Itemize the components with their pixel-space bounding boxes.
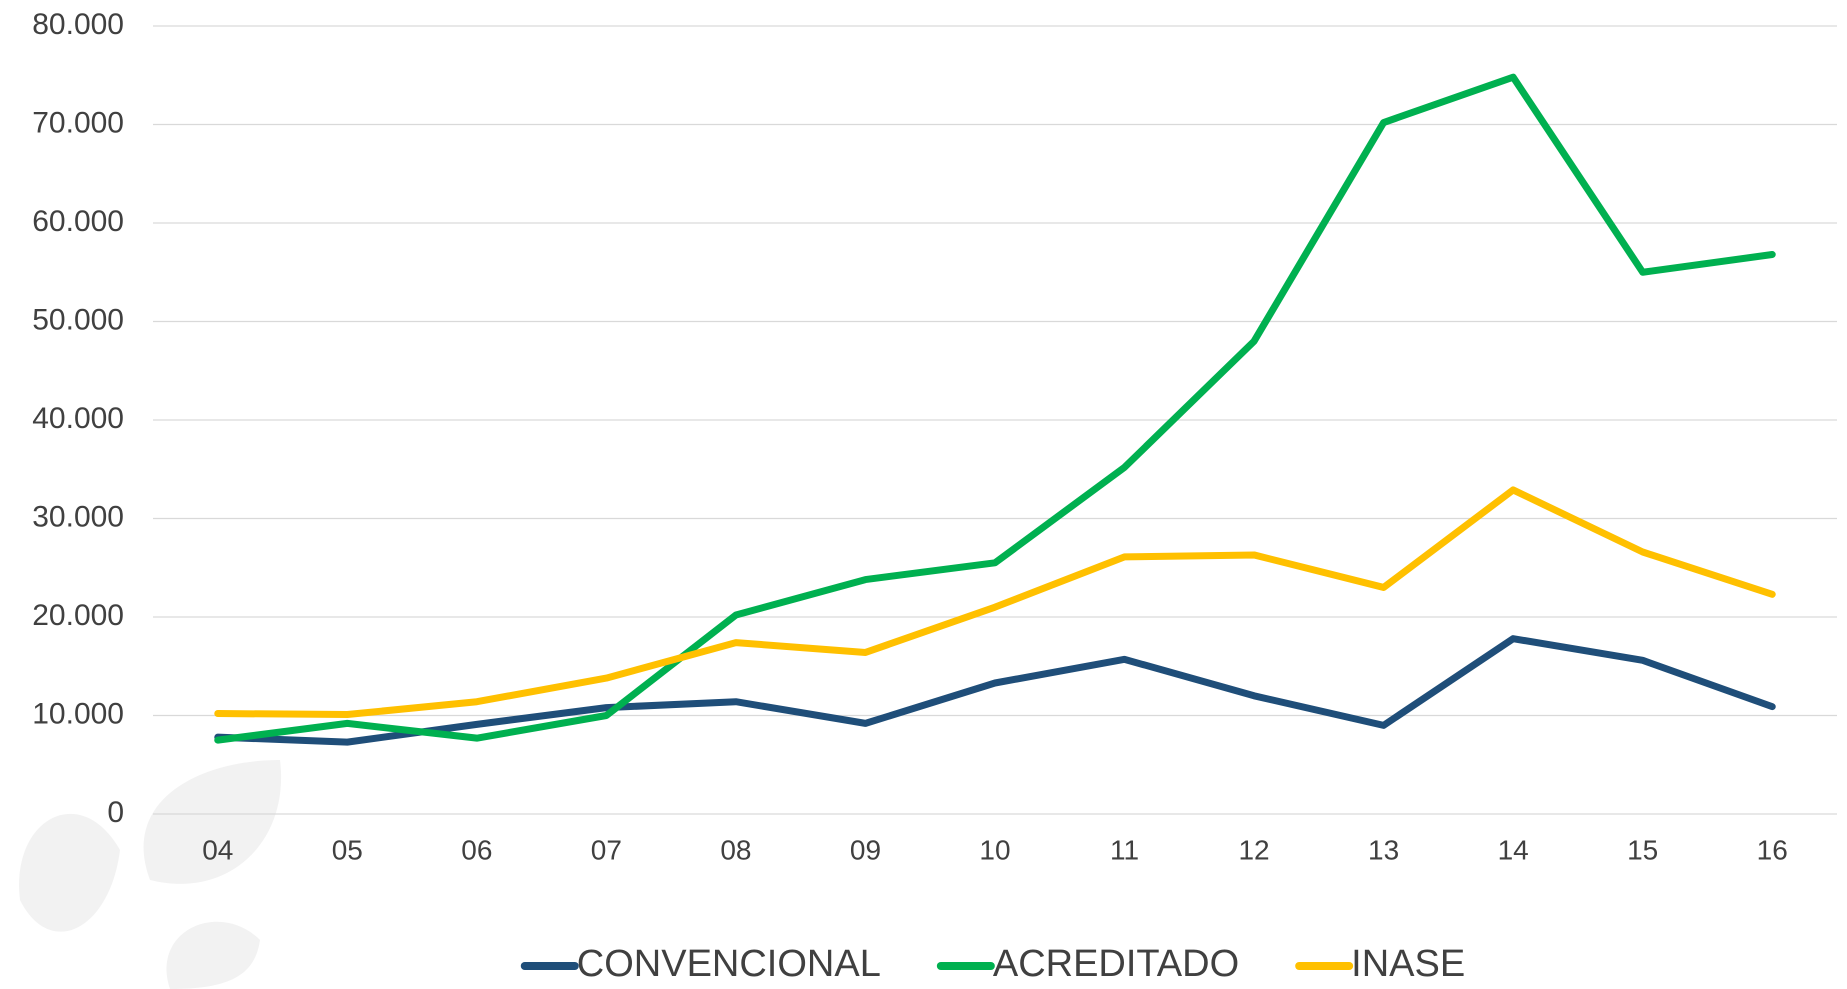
y-tick-label: 60.000: [32, 205, 124, 238]
series-line: [214, 635, 1776, 746]
x-tick-label: 12: [1238, 834, 1269, 865]
x-tick-label: 14: [1498, 834, 1529, 865]
x-tick-label: 15: [1627, 834, 1658, 865]
background-leaves: [19, 760, 282, 989]
x-tick-label: 07: [591, 834, 622, 865]
x-tick-label: 13: [1368, 834, 1399, 865]
leaf: [143, 760, 282, 884]
y-tick-label: 20.000: [32, 599, 124, 632]
x-tick-label: 04: [202, 834, 233, 865]
legend-label: INASE: [1351, 943, 1465, 985]
x-tick-label: 16: [1757, 834, 1788, 865]
y-tick-label: 30.000: [32, 500, 124, 533]
x-tick-label: 08: [720, 834, 751, 865]
y-tick-label: 10.000: [32, 697, 124, 730]
legend: CONVENCIONAL ACREDITADO INASE: [520, 943, 1465, 985]
legend-label: CONVENCIONAL: [577, 943, 881, 985]
leaf: [19, 813, 120, 932]
y-tick-label: 40.000: [32, 402, 124, 435]
y-tick-label: 70.000: [32, 106, 124, 139]
legend-label: ACREDITADO: [993, 943, 1239, 985]
x-tick-label: 09: [850, 834, 881, 865]
series-line: [214, 486, 1776, 719]
series-line: [214, 73, 1776, 744]
x-tick-label: 05: [332, 834, 363, 865]
y-tick-label: 80.000: [32, 8, 124, 41]
x-tick-label: 10: [979, 834, 1010, 865]
leaf: [166, 921, 260, 989]
x-tick-label: 11: [1110, 834, 1139, 865]
y-tick-label: 0: [107, 796, 124, 829]
x-tick-label: 06: [461, 834, 492, 865]
y-tick-label: 50.000: [32, 303, 124, 336]
